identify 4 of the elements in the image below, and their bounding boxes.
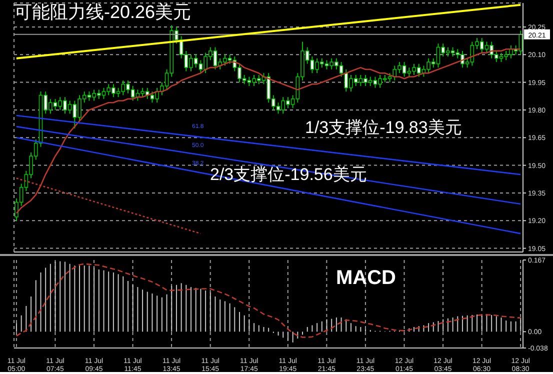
annotation: MACD [336,266,396,290]
annotation: 1/3支撑位-19.83美元 [305,118,462,138]
annotation: 可能阻力线-20.26美元 [14,2,192,24]
line-series [16,263,522,338]
